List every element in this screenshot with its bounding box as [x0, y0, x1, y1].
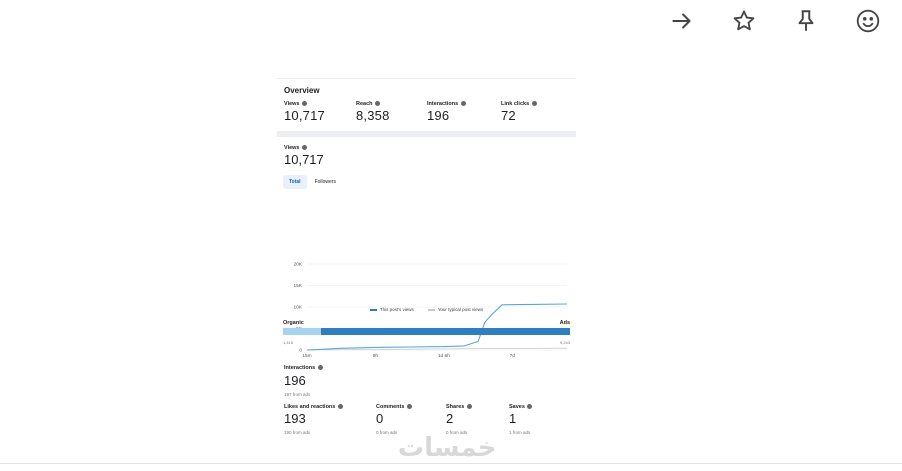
sub-metric-value: 2 [446, 411, 454, 426]
sub-metric-label: Saves [509, 404, 525, 410]
smiley-icon[interactable] [848, 6, 888, 36]
organic-ads-split: Organic Ads 1,415 9,243 [283, 320, 570, 345]
arrow-right-icon[interactable] [662, 6, 702, 36]
metric-views: Views 10,717 [284, 101, 325, 123]
y-tick-label: 15K [293, 283, 302, 289]
x-tick-label: 9h [373, 353, 379, 359]
divider [0, 463, 902, 464]
y-tick-label: 0 [299, 348, 302, 354]
ads-label: Ads [559, 320, 570, 326]
metric-value: 72 [501, 108, 516, 123]
overview-card: Overview Views 10,717 Reach 8,358 Intera… [277, 79, 576, 131]
info-icon [527, 404, 533, 409]
metric-label: Interactions [427, 101, 459, 107]
info-icon [466, 404, 472, 409]
metric-label: Views [284, 101, 300, 107]
legend-swatch [369, 308, 377, 311]
ads-value: 9,243 [559, 340, 570, 345]
organic-value: 1,415 [283, 340, 294, 345]
info-icon [460, 101, 466, 106]
views-tabs: Total Followers [283, 175, 342, 189]
views-label: Views [284, 145, 300, 151]
metric-comments: Comments 0 0 from ads [376, 404, 412, 435]
info-icon [406, 404, 412, 409]
watermark-logo: خمسات [398, 432, 497, 462]
tab-followers[interactable]: Followers [314, 179, 336, 185]
metric-label: Reach [356, 101, 373, 107]
y-tick-label: 10K [293, 305, 302, 311]
sub-metric-sub: 0 from ads [376, 430, 398, 435]
sub-metric-label: Likes and reactions [284, 404, 336, 410]
toolbar [662, 6, 888, 36]
chart-legend: This post's views Your typical post view… [277, 307, 576, 312]
metric-likes: Likes and reactions 193 190 from ads [284, 404, 343, 435]
x-tick-label: 7d [510, 353, 516, 359]
overview-title: Overview [284, 86, 320, 95]
x-tick-label: 1d 6h [438, 353, 450, 359]
sub-metric-value: 0 [376, 411, 384, 426]
legend-swatch [427, 308, 435, 311]
metric-value: 10,717 [284, 108, 325, 123]
metric-saves: Saves 1 1 from ads [509, 404, 533, 435]
sub-metric-value: 1 [509, 411, 517, 426]
organic-bar-fill [283, 328, 322, 335]
interactions-card: Interactions 196 197 from ads Likes and … [277, 359, 576, 446]
insights-screenshot: Overview Views 10,717 Reach 8,358 Intera… [277, 78, 576, 446]
split-bar [283, 328, 570, 335]
interactions-label: Interactions [284, 365, 316, 371]
info-icon [375, 101, 381, 106]
legend-label: This post's views [379, 307, 414, 312]
sub-metric-sub: 190 from ads [284, 430, 311, 435]
interactions-sub: 197 from ads [284, 392, 311, 397]
legend-item: This post's views [369, 307, 414, 312]
sub-metric-sub: 1 from ads [509, 430, 531, 435]
star-icon[interactable] [724, 6, 764, 36]
metric-value: 8,358 [356, 108, 390, 123]
sub-metric-value: 193 [284, 411, 306, 426]
info-icon [317, 365, 323, 370]
metric-link-clicks: Link clicks 72 [501, 101, 537, 123]
interactions-value: 196 [284, 373, 306, 388]
y-tick-label: 20K [293, 262, 302, 268]
series-line [306, 303, 568, 351]
info-icon [302, 101, 308, 106]
organic-label: Organic [283, 320, 304, 326]
info-icon [302, 145, 308, 150]
info-icon [531, 101, 537, 106]
legend-label: Your typical post views [437, 307, 484, 312]
tab-total[interactable]: Total [283, 175, 307, 189]
info-icon [337, 404, 343, 409]
views-value: 10,717 [284, 152, 324, 167]
sub-metric-label: Comments [376, 404, 405, 410]
series-line [306, 347, 568, 351]
metric-value: 196 [427, 108, 450, 123]
sub-metric-sub: 0 from ads [446, 430, 468, 435]
x-tick-label: 15m [302, 353, 311, 359]
metric-label: Link clicks [501, 101, 530, 107]
sub-metric-label: Shares [446, 404, 465, 410]
metric-shares: Shares 2 0 from ads [446, 404, 472, 435]
metric-interactions: Interactions 196 [427, 101, 466, 123]
legend-item: Your typical post views [427, 307, 484, 312]
pin-icon[interactable] [786, 6, 826, 36]
metric-reach: Reach 8,358 [356, 101, 390, 123]
